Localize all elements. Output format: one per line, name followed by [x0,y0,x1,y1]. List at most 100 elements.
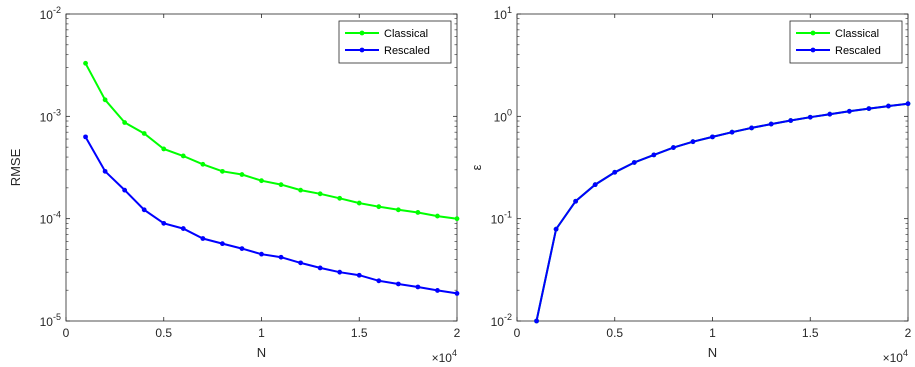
data-point-rescaled [631,160,637,165]
data-point-rescaled [827,111,833,117]
data-point-rescaled [278,254,284,260]
data-point-classical [122,120,128,125]
legend-label-classical: Classical [835,28,879,40]
data-point-rescaled [749,125,754,131]
data-point-classical [317,191,323,197]
data-point-rescaled [573,198,579,204]
data-point-rescaled [317,265,323,271]
data-point-rescaled [122,187,128,193]
data-point-rescaled [180,226,186,231]
data-point-rescaled [788,118,794,123]
data-point-rescaled [376,278,382,284]
data-point-rescaled [807,114,813,120]
y-tick-label: 10-5 [40,312,61,329]
data-point-classical [220,168,225,174]
y-tick-label: 10-2 [40,5,61,22]
data-point-classical [395,207,401,213]
data-point-rescaled [553,226,559,232]
data-point-classical [435,213,440,219]
legend: Classical Rescaled [789,20,903,64]
x-tick-label: 2 [454,326,461,340]
x-tick-label: 0 [514,326,521,340]
data-point-rescaled [161,220,167,226]
plot-area [65,13,458,322]
data-point-rescaled [83,134,88,140]
data-point-rescaled [710,134,715,140]
series-line-rescaled [84,136,458,295]
y-tick-label: 10-1 [491,210,512,227]
x-tick-label: 0.5 [606,326,623,340]
x-tick-label: 0.5 [155,326,172,340]
data-point-classical [83,60,88,66]
legend-label-rescaled: Rescaled [835,45,881,57]
data-point-rescaled [298,260,303,266]
x-tick-label: 1 [258,326,265,340]
chart-panel-right: 0 0.5 1 1.5 2 10-2 10-1 100 101 Nε ×104 Classical Re… [469,5,912,365]
data-point-rescaled [102,168,108,174]
data-point-classical [161,146,167,152]
data-point-classical [356,200,362,206]
x-multiplier-label: ×104 [883,348,908,365]
data-point-rescaled [886,103,891,109]
data-point-rescaled [220,241,225,247]
series-line-classical [84,62,458,220]
x-multiplier-label: ×104 [432,348,457,365]
data-point-classical [259,178,264,184]
data-point-rescaled [200,236,206,241]
x-axis-label: N [708,345,717,360]
y-tick-label: 101 [494,5,512,22]
data-point-rescaled [141,207,147,213]
data-point-classical [180,153,186,159]
legend-box [338,20,452,64]
legend-label-rescaled: Rescaled [384,45,430,57]
y-tick-label: 10-4 [40,210,61,227]
data-point-rescaled [768,121,774,127]
data-point-rescaled [846,108,852,114]
data-point-rescaled [454,291,460,296]
legend: Classical Rescaled [338,20,452,64]
data-point-classical [278,182,284,188]
data-point-rescaled [415,284,421,290]
x-tick-label: 1.5 [802,326,819,340]
data-point-classical [376,204,382,210]
data-point-rescaled [337,269,343,275]
data-point-rescaled [729,129,735,135]
x-tick-label: 1.5 [351,326,368,340]
data-point-rescaled [435,288,440,293]
legend-marker-rescaled [810,47,816,53]
data-point-classical [454,216,460,222]
data-point-rescaled [671,145,676,150]
legend-box [789,20,903,64]
chart-panel-left: 0 0.5 1 1.5 2 10-5 10-4 10-3 10-2 N RMSE ×104 Classi… [8,5,461,365]
y-tick-label: 10-2 [491,312,512,329]
data-point-rescaled [651,152,657,158]
y-tick-label: 10-3 [40,107,61,124]
data-point-rescaled [690,139,696,145]
data-point-classical [200,161,206,167]
y-axis-label: ε [469,164,484,170]
plot-area [516,13,909,322]
data-point-rescaled [905,101,911,107]
x-axis-label: N [257,345,266,360]
data-point-rescaled [356,272,362,278]
x-tick-label: 0 [63,326,70,340]
data-point-classical [298,187,303,193]
data-point-rescaled [866,106,872,112]
data-point-rescaled [534,318,539,324]
data-point-rescaled [259,251,264,257]
data-point-classical [141,131,147,136]
data-point-classical [337,195,343,201]
data-point-rescaled [395,281,401,287]
series-line-rescaled [535,102,909,322]
data-point-rescaled [239,246,245,251]
legend-marker-classical [359,30,365,36]
x-tick-label: 2 [905,326,912,340]
x-tick-label: 1 [709,326,716,340]
legend-marker-classical [810,30,816,36]
data-point-rescaled [612,169,618,175]
legend-label-classical: Classical [384,28,428,40]
y-axis-label: RMSE [8,148,23,186]
data-point-classical [239,172,245,177]
y-tick-label: 100 [494,107,512,124]
